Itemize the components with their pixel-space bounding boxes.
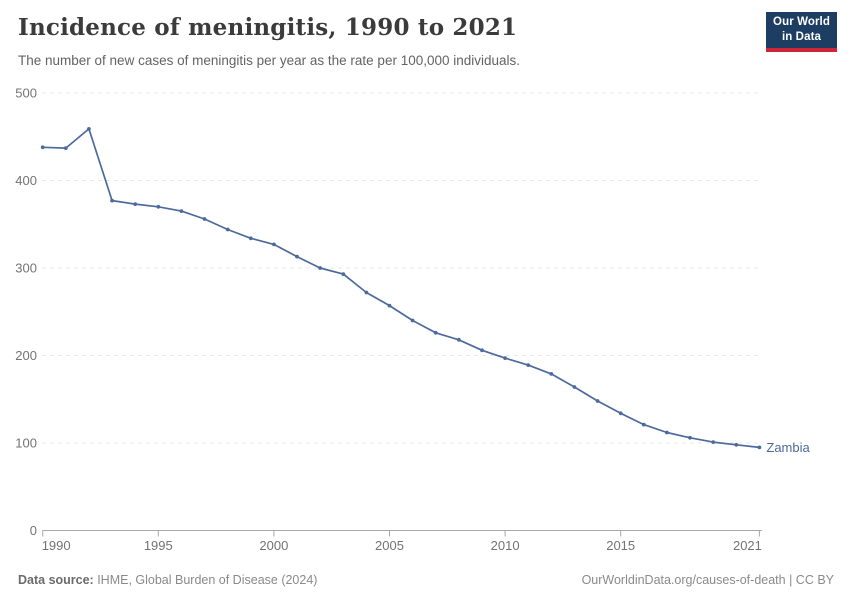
data-point xyxy=(387,303,392,308)
x-axis-tick-label: 2021 xyxy=(733,538,762,553)
data-point xyxy=(341,272,346,276)
data-point xyxy=(618,411,623,416)
data-point xyxy=(248,236,253,241)
page-title: Incidence of meningitis, 1990 to 2021 xyxy=(18,14,518,41)
x-axis-tick-label: 1990 xyxy=(42,538,71,553)
chart-header: Incidence of meningitis, 1990 to 2021 Th… xyxy=(18,14,745,70)
data-point xyxy=(665,430,669,435)
data-point xyxy=(688,435,692,440)
x-axis-tick-label: 1995 xyxy=(144,538,173,553)
data-point xyxy=(734,442,739,447)
data-line xyxy=(41,128,761,449)
data-source-label: Data source: xyxy=(18,573,94,587)
data-point xyxy=(63,146,68,151)
x-axis-tick-label: 2015 xyxy=(606,538,635,553)
owid-logo-line1: Our World xyxy=(773,16,830,29)
y-axis-tick-label: 0 xyxy=(30,523,37,538)
x-axis-tick-label: 2000 xyxy=(259,538,288,553)
data-point xyxy=(133,202,138,207)
data-point xyxy=(595,399,600,403)
chart-footer: Data source: IHME, Global Burden of Dise… xyxy=(18,573,834,587)
data-point xyxy=(272,242,276,247)
data-point xyxy=(318,266,322,270)
y-axis-tick-label: 200 xyxy=(15,348,37,363)
data-point xyxy=(225,227,230,232)
owid-logo: Our World in Data xyxy=(766,12,837,52)
data-point xyxy=(410,318,415,323)
y-axis-tick-label: 300 xyxy=(15,261,37,276)
data-point xyxy=(40,145,45,150)
data-point xyxy=(179,209,184,214)
data-point xyxy=(364,290,369,295)
data-point xyxy=(87,126,91,131)
data-point xyxy=(757,445,762,450)
y-axis-tick-label: 100 xyxy=(15,436,37,451)
series-end-label: Zambia xyxy=(766,440,810,455)
data-source-text: IHME, Global Burden of Disease (2024) xyxy=(93,573,318,587)
x-axis-tick-label: 2010 xyxy=(491,538,520,553)
data-point xyxy=(549,372,554,376)
data-point xyxy=(641,422,646,427)
data-source: Data source: IHME, Global Burden of Dise… xyxy=(18,573,317,587)
data-point xyxy=(572,385,577,389)
data-point xyxy=(433,330,438,335)
data-point xyxy=(156,204,161,209)
data-point xyxy=(503,356,507,360)
data-point xyxy=(295,254,299,259)
y-axis-tick-label: 500 xyxy=(15,86,37,101)
owid-logo-line2: in Data xyxy=(781,31,822,43)
page-subtitle: The number of new cases of meningitis pe… xyxy=(18,52,521,68)
data-point xyxy=(456,337,461,342)
data-point xyxy=(711,440,716,444)
data-point xyxy=(480,348,484,353)
data-point xyxy=(110,198,114,203)
data-point xyxy=(526,363,531,367)
credit-text: OurWorldinData.org/causes-of-death | CC … xyxy=(581,573,834,587)
x-axis-tick-label: 2005 xyxy=(375,538,404,553)
y-axis-tick-label: 400 xyxy=(15,173,37,188)
data-point xyxy=(202,217,207,221)
